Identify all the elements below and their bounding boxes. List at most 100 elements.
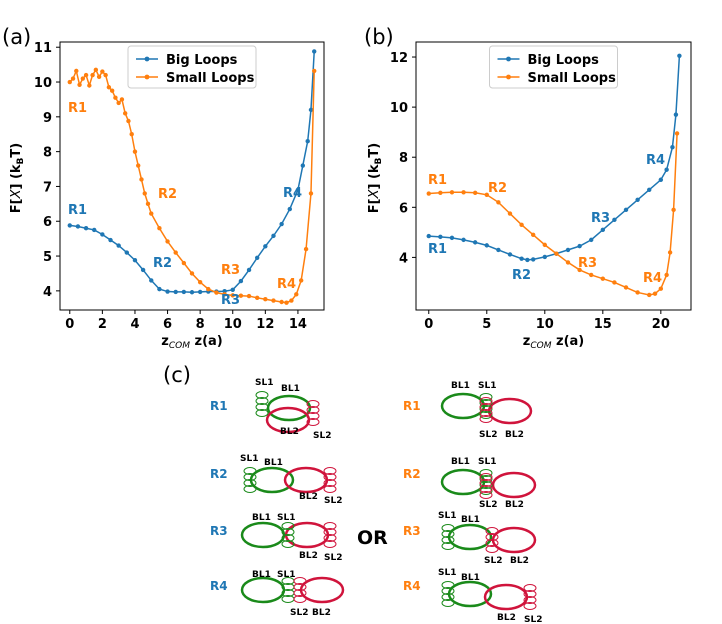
data-point-small [652, 291, 658, 296]
small-loops-red [306, 412, 320, 420]
data-point-small [142, 191, 147, 196]
region-label-r4: R4 [643, 271, 662, 286]
loop-label-sl1: SL1 [478, 457, 496, 467]
data-point-small [600, 276, 606, 281]
small-loops-red [293, 595, 307, 603]
data-point-big [149, 278, 154, 283]
legend-box [489, 45, 618, 89]
data-point-big [305, 138, 310, 144]
x-tick-label: 0 [65, 317, 74, 332]
data-point-big [312, 49, 317, 54]
data-point-big [461, 237, 466, 243]
big-loop-green [447, 523, 493, 551]
data-point-small [113, 95, 118, 100]
loop-label-sl2: SL2 [479, 430, 497, 440]
data-point-small [116, 100, 121, 106]
small-loops-red [293, 589, 307, 597]
small-loops-red [323, 528, 337, 536]
data-point-small [438, 190, 443, 195]
small-loops-green [441, 599, 455, 607]
data-point-big [189, 290, 195, 295]
schematic-left-r2: R2 SL1 BL1 BL2 SL2 [210, 454, 342, 506]
data-point-small [635, 290, 640, 295]
data-point-small [238, 293, 244, 298]
loop-label-sl2: SL2 [324, 496, 342, 506]
y-tick-label: 10 [390, 101, 408, 116]
loop-label-sl1: SL1 [277, 570, 295, 580]
panel-label: (b) [364, 25, 394, 49]
data-point-big [246, 267, 252, 273]
small-loops-green [479, 487, 493, 495]
big-loop-green [440, 392, 486, 420]
data-point-big [449, 235, 455, 241]
data-point-small [554, 251, 559, 256]
data-point-big [542, 254, 547, 260]
small-loops-red [479, 485, 493, 493]
y-tick-label: 11 [34, 41, 52, 56]
data-point-big [263, 244, 268, 249]
region-label-r1: R1 [68, 101, 87, 116]
data-point-small [87, 83, 92, 88]
data-point-small [308, 191, 314, 196]
small-loops-red [479, 479, 493, 487]
loop-label-sl2: SL2 [524, 615, 542, 624]
x-tick-label: 2 [98, 317, 107, 332]
region-label-r1: R1 [428, 173, 447, 188]
chart-panel-b: (b) 0 5 10 15 20 4 6 8 10 12 zCOM z(a) F[X] (kBT) R1 R… [364, 25, 692, 351]
loop-label-bl1: BL1 [281, 384, 300, 394]
x-axis-label: zCOM z(a) [161, 334, 222, 351]
data-point-big [525, 257, 530, 263]
big-loop-red [491, 471, 537, 499]
data-point-big [254, 255, 260, 260]
small-loops-red [306, 418, 320, 426]
data-point-small [149, 211, 154, 216]
big-loop-red [299, 576, 345, 604]
y-axis-label: F[X] (kBT) [367, 143, 384, 213]
data-point-small [658, 286, 664, 291]
small-loops-green [441, 530, 455, 538]
loop-label-bl1: BL1 [461, 515, 480, 525]
x-axis-label: zCOM z(a) [523, 334, 584, 351]
schematic-right-r1: R1 BL1 SL1 SL2 BL2 [403, 381, 533, 440]
data-point-big [670, 144, 675, 150]
schematic-left-r3: R3 BL1 SL1 BL2 SL2 [210, 513, 342, 563]
x-tick-label: 4 [130, 317, 139, 332]
data-point-big [279, 221, 284, 227]
region-label-r3: R3 [221, 293, 240, 308]
data-point-small [519, 222, 524, 228]
data-point-small [496, 200, 501, 205]
loop-label-sl1: SL1 [277, 513, 295, 523]
small-loops-green [255, 391, 269, 399]
y-tick-label: 8 [399, 151, 408, 166]
data-point-small [119, 97, 125, 102]
legend-label-big: Big Loops [528, 53, 600, 68]
legend-label-big: Big Loops [166, 53, 238, 68]
schematic-row-label: R2 [210, 467, 228, 481]
small-loops-red [323, 485, 337, 493]
data-point-small [254, 295, 260, 301]
data-point-small [70, 76, 76, 81]
series-line-small [69, 68, 315, 304]
region-label-r4: R4 [277, 277, 296, 292]
loop-label-bl1: BL1 [264, 458, 283, 468]
x-tick-label: 6 [163, 317, 172, 332]
data-point-big [75, 224, 81, 229]
data-point-big [612, 217, 617, 223]
legend-marker-big [144, 56, 150, 62]
schematic-row-label: R2 [403, 467, 421, 481]
series-line-small [428, 133, 678, 296]
data-point-big [287, 206, 292, 212]
data-point-big [565, 247, 571, 253]
small-loops-red [479, 409, 493, 417]
small-loops-red [323, 479, 337, 487]
region-label-r2: R2 [158, 187, 177, 202]
data-point-big [530, 257, 536, 262]
y-tick-label: 10 [34, 76, 52, 91]
y-tick-label: 4 [43, 285, 52, 300]
y-axis-label: F[X] (kBT) [9, 143, 26, 213]
small-loops-green [479, 475, 493, 483]
data-point-small [461, 190, 466, 195]
legend-marker-small [144, 74, 150, 80]
data-point-big [647, 187, 652, 192]
small-loops-red [523, 584, 537, 592]
